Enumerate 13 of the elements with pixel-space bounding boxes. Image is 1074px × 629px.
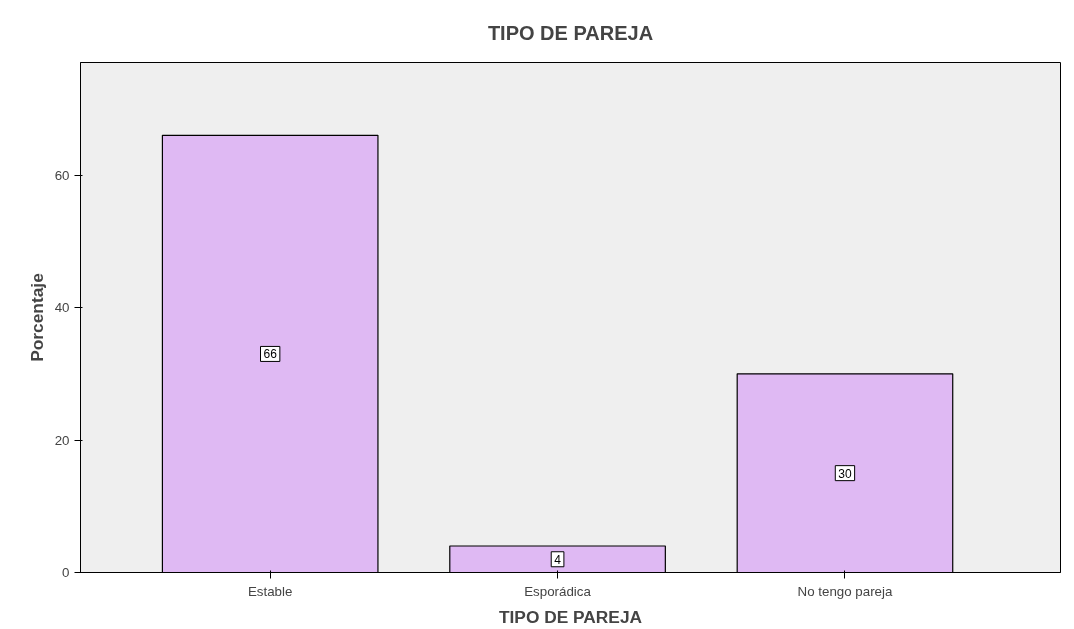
y-tick-label: 40 (54, 300, 70, 316)
y-tick-label: 60 (54, 167, 70, 183)
data-label: 4 (554, 552, 562, 567)
x-axis-title: TIPO DE PAREJA (498, 606, 643, 627)
y-tick-label: 20 (54, 432, 70, 448)
chart-title: TIPO DE PAREJA (487, 21, 654, 44)
y-tick-label: 0 (62, 565, 70, 580)
x-tick-label: Esporádica (524, 583, 592, 599)
data-label: 30 (838, 466, 852, 481)
y-axis-title: Porcentaje (26, 272, 47, 362)
x-tick-label: No tengo pareja (797, 583, 893, 599)
data-label: 66 (263, 347, 278, 362)
x-tick-label: Estable (247, 583, 293, 599)
